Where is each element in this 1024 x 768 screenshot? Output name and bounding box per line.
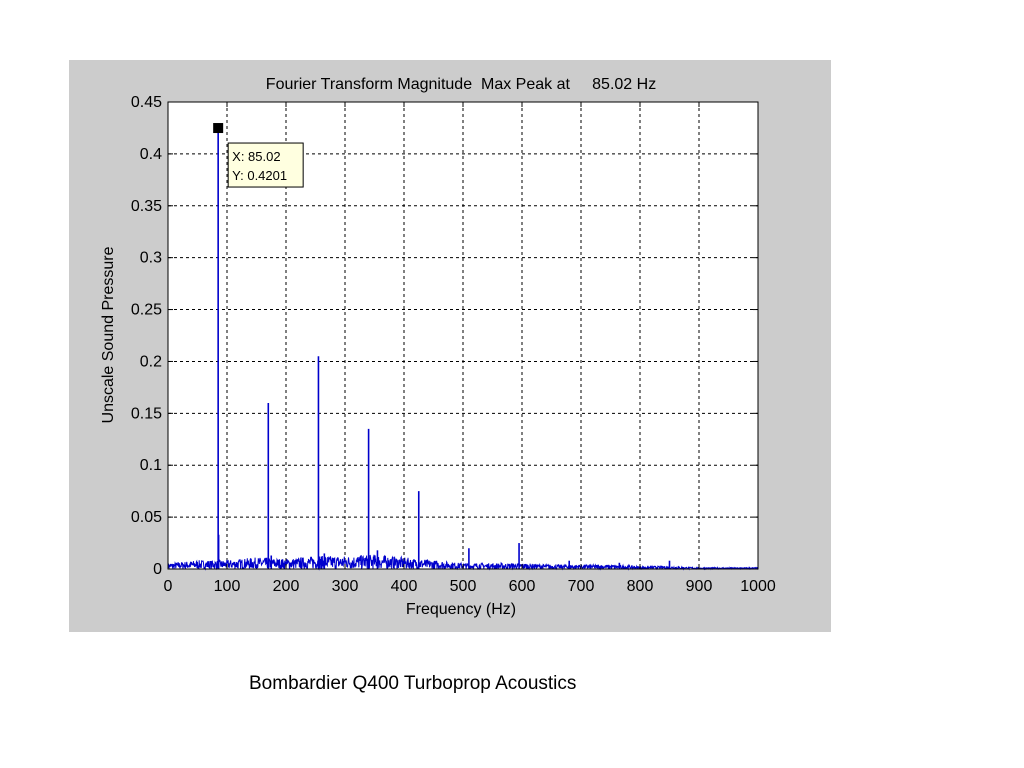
datatip[interactable]: X: 85.02 Y: 0.4201	[213, 123, 304, 188]
fft-chart: Fourier Transform Magnitude Max Peak at …	[100, 76, 776, 618]
y-tick-label: 0	[153, 561, 162, 578]
x-tick-label: 500	[450, 578, 477, 595]
x-tick-label: 100	[214, 578, 241, 595]
x-tick-label: 900	[686, 578, 713, 595]
datatip-y-label: Y: 0.4201	[232, 168, 287, 183]
datatip-marker[interactable]	[213, 123, 224, 134]
y-tick-label: 0.3	[140, 250, 162, 267]
figure-panel: Fourier Transform Magnitude Max Peak at …	[69, 60, 831, 632]
x-tick-label: 600	[509, 578, 536, 595]
x-tick-label: 700	[568, 578, 595, 595]
y-tick-label: 0.05	[131, 509, 162, 526]
x-tick-label: 400	[391, 578, 418, 595]
datatip-x-label: X: 85.02	[232, 149, 280, 164]
spectrum-peaks	[217, 133, 671, 569]
x-axis-label: Frequency (Hz)	[406, 601, 516, 618]
x-tick-label: 0	[164, 578, 173, 595]
x-tick-label: 1000	[740, 578, 776, 595]
datatip-box	[227, 142, 304, 188]
grid-lines	[168, 102, 758, 569]
y-tick-label: 0.35	[131, 198, 162, 215]
x-tick-label: 800	[627, 578, 654, 595]
y-tick-label: 0.45	[131, 94, 162, 111]
axis-ticks	[167, 101, 759, 570]
y-tick-label: 0.15	[131, 405, 162, 422]
y-tick-label: 0.2	[140, 353, 162, 370]
x-tick-label: 300	[332, 578, 359, 595]
x-tick-label: 200	[273, 578, 300, 595]
y-tick-labels: 0 0.05 0.1 0.15 0.2 0.25 0.3 0.35 0.4 0.45	[131, 94, 162, 578]
x-tick-labels: 0 100 200 300 400 500 600 700 800 900 1000	[164, 578, 776, 595]
y-tick-label: 0.1	[140, 457, 162, 474]
y-tick-label: 0.25	[131, 302, 162, 319]
y-tick-label: 0.4	[140, 146, 162, 163]
slide-caption: Bombardier Q400 Turboprop Acoustics	[249, 673, 577, 694]
chart-title: Fourier Transform Magnitude Max Peak at …	[266, 76, 656, 93]
y-axis-label: Unscale Sound Pressure	[100, 246, 117, 423]
